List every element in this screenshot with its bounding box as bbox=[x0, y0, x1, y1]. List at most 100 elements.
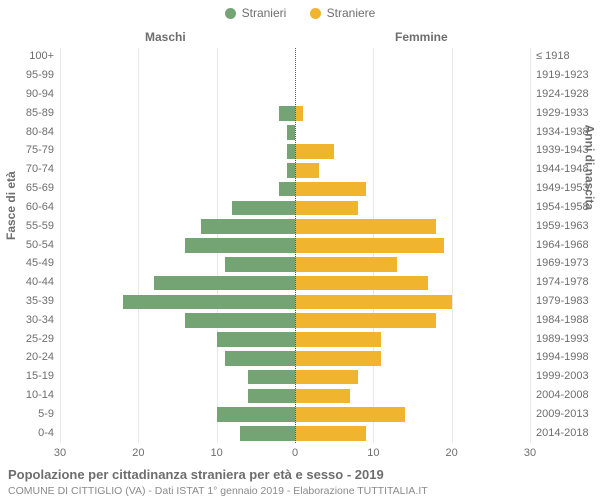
male-bar bbox=[185, 238, 295, 253]
x-tick: 10 bbox=[367, 447, 379, 459]
plot-area: 100+≤ 191895-991919-192390-941924-192885… bbox=[60, 48, 530, 443]
female-bar bbox=[295, 219, 436, 234]
age-label: 65-69 bbox=[26, 183, 54, 194]
birth-year-label: 1919-1923 bbox=[536, 70, 589, 81]
gridline bbox=[530, 48, 531, 443]
age-label: 50-54 bbox=[26, 240, 54, 251]
birth-year-label: 1929-1933 bbox=[536, 108, 589, 119]
legend-swatch-female bbox=[310, 8, 321, 19]
birth-year-label: 2014-2018 bbox=[536, 428, 589, 439]
birth-year-label: 1979-1983 bbox=[536, 296, 589, 307]
x-tick: 30 bbox=[54, 447, 66, 459]
age-label: 85-89 bbox=[26, 108, 54, 119]
female-bar bbox=[295, 389, 350, 404]
center-divider bbox=[295, 48, 296, 443]
birth-year-label: 1924-1928 bbox=[536, 89, 589, 100]
male-bar bbox=[217, 332, 295, 347]
birth-year-label: 1974-1978 bbox=[536, 277, 589, 288]
male-bar bbox=[279, 182, 295, 197]
birth-year-label: ≤ 1918 bbox=[536, 51, 570, 62]
age-label: 30-34 bbox=[26, 315, 54, 326]
x-tick: 20 bbox=[132, 447, 144, 459]
age-label: 70-74 bbox=[26, 164, 54, 175]
male-bar bbox=[240, 426, 295, 441]
birth-year-label: 1969-1973 bbox=[536, 258, 589, 269]
birth-year-label: 1944-1948 bbox=[536, 164, 589, 175]
male-bar bbox=[225, 257, 296, 272]
female-bar bbox=[295, 426, 366, 441]
birth-year-label: 1984-1988 bbox=[536, 315, 589, 326]
male-bar bbox=[248, 389, 295, 404]
legend-label-male: Stranieri bbox=[242, 6, 287, 20]
male-bar bbox=[225, 351, 296, 366]
male-bar bbox=[217, 407, 295, 422]
legend-swatch-male bbox=[225, 8, 236, 19]
birth-year-label: 1999-2003 bbox=[536, 371, 589, 382]
age-label: 20-24 bbox=[26, 352, 54, 363]
male-bar bbox=[123, 295, 295, 310]
legend-item-male: Stranieri bbox=[225, 6, 287, 20]
male-bar bbox=[154, 276, 295, 291]
age-label: 40-44 bbox=[26, 277, 54, 288]
legend-item-female: Straniere bbox=[310, 6, 376, 20]
male-bar bbox=[201, 219, 295, 234]
female-bar bbox=[295, 257, 397, 272]
female-bar bbox=[295, 201, 358, 216]
age-label: 25-29 bbox=[26, 334, 54, 345]
female-bar bbox=[295, 182, 366, 197]
male-bar bbox=[248, 370, 295, 385]
age-label: 90-94 bbox=[26, 89, 54, 100]
birth-year-label: 1994-1998 bbox=[536, 352, 589, 363]
age-label: 0-4 bbox=[38, 428, 54, 439]
female-bar bbox=[295, 313, 436, 328]
birth-year-label: 1959-1963 bbox=[536, 221, 589, 232]
x-tick: 30 bbox=[524, 447, 536, 459]
male-bar bbox=[287, 144, 295, 159]
age-label: 45-49 bbox=[26, 258, 54, 269]
birth-year-label: 1949-1953 bbox=[536, 183, 589, 194]
male-bar bbox=[232, 201, 295, 216]
population-pyramid-chart: Stranieri Straniere Maschi Femmine Fasce… bbox=[0, 0, 600, 500]
x-tick: 10 bbox=[211, 447, 223, 459]
age-label: 80-84 bbox=[26, 127, 54, 138]
female-bar bbox=[295, 106, 303, 121]
x-tick: 20 bbox=[446, 447, 458, 459]
male-bar bbox=[185, 313, 295, 328]
male-bar bbox=[287, 163, 295, 178]
female-bar bbox=[295, 370, 358, 385]
age-label: 5-9 bbox=[38, 409, 54, 420]
female-bar bbox=[295, 332, 381, 347]
male-bar bbox=[279, 106, 295, 121]
x-tick: 0 bbox=[292, 447, 298, 459]
age-label: 15-19 bbox=[26, 371, 54, 382]
birth-year-label: 1939-1943 bbox=[536, 145, 589, 156]
age-label: 35-39 bbox=[26, 296, 54, 307]
age-label: 10-14 bbox=[26, 390, 54, 401]
male-bar bbox=[287, 125, 295, 140]
female-bar bbox=[295, 238, 444, 253]
age-label: 100+ bbox=[29, 51, 54, 62]
female-bar bbox=[295, 351, 381, 366]
female-bar bbox=[295, 163, 319, 178]
birth-year-label: 2009-2013 bbox=[536, 409, 589, 420]
birth-year-label: 1954-1958 bbox=[536, 202, 589, 213]
legend-label-female: Straniere bbox=[327, 6, 376, 20]
female-bar bbox=[295, 407, 405, 422]
chart-subtitle: COMUNE DI CITTIGLIO (VA) - Dati ISTAT 1°… bbox=[8, 485, 428, 497]
age-label: 75-79 bbox=[26, 145, 54, 156]
female-bar bbox=[295, 276, 428, 291]
column-title-female: Femmine bbox=[395, 30, 448, 44]
age-label: 55-59 bbox=[26, 221, 54, 232]
age-label: 60-64 bbox=[26, 202, 54, 213]
column-title-male: Maschi bbox=[145, 30, 186, 44]
birth-year-label: 2004-2008 bbox=[536, 390, 589, 401]
chart-title: Popolazione per cittadinanza straniera p… bbox=[8, 467, 384, 482]
female-bar bbox=[295, 144, 334, 159]
age-label: 95-99 bbox=[26, 70, 54, 81]
x-axis: 3020100102030 bbox=[60, 445, 530, 465]
birth-year-label: 1934-1938 bbox=[536, 127, 589, 138]
legend: Stranieri Straniere bbox=[0, 6, 600, 22]
y-axis-title-left: Fasce di età bbox=[4, 171, 18, 240]
birth-year-label: 1964-1968 bbox=[536, 240, 589, 251]
female-bar bbox=[295, 295, 452, 310]
